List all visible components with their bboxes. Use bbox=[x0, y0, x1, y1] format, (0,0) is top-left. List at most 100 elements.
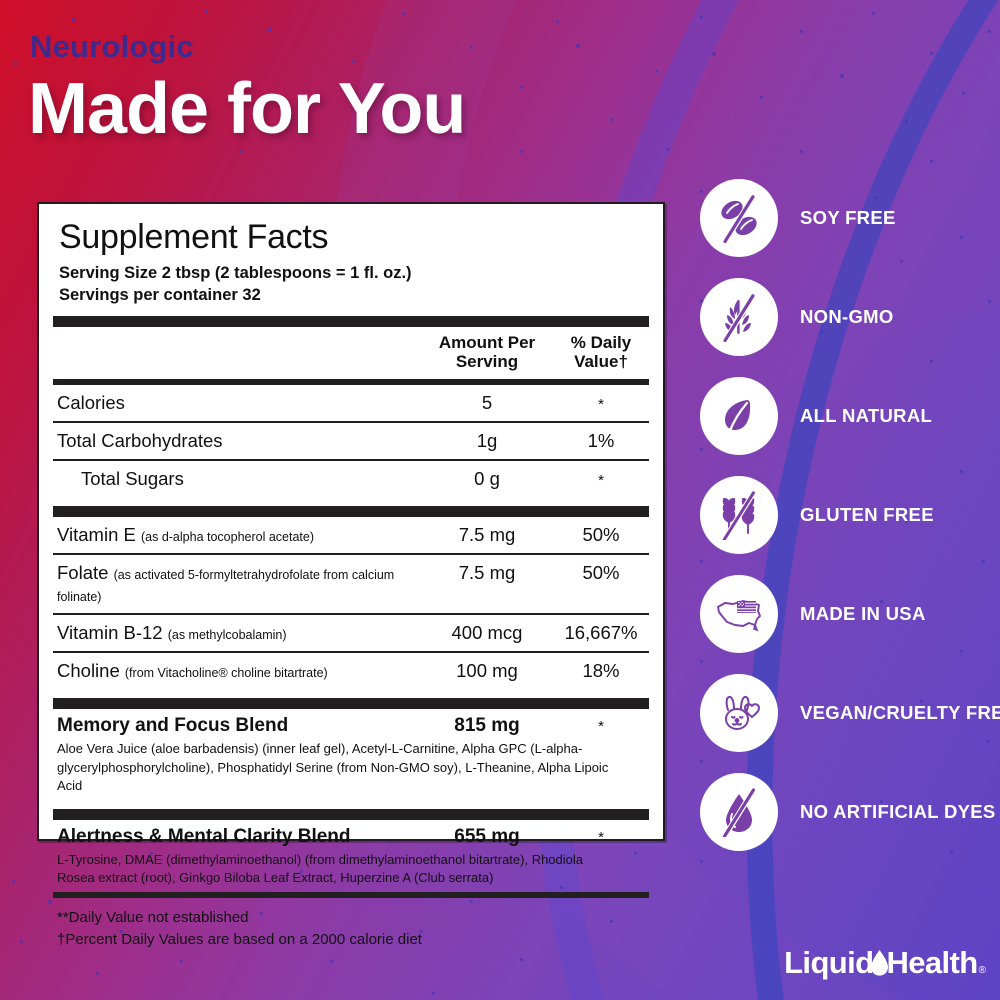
divider-thick-blend bbox=[53, 697, 649, 709]
nutrition-row-daily-value: 1% bbox=[587, 429, 615, 451]
blend-name: Alertness & Mental Clarity Blend bbox=[57, 825, 351, 847]
background-dot bbox=[20, 940, 23, 943]
blend-row: Memory and Focus Blend 815 mg * Aloe Vera J… bbox=[53, 709, 649, 800]
background-dot bbox=[900, 260, 903, 263]
footnote-calorie-diet: †Percent Daily Values are based on a 200… bbox=[57, 930, 422, 948]
background-dot bbox=[982, 560, 985, 563]
divider-mid-1 bbox=[53, 378, 649, 385]
background-dot bbox=[930, 52, 933, 55]
background-dot bbox=[875, 196, 878, 199]
badge-label: NO ARTIFICIAL DYES bbox=[800, 800, 996, 822]
background-dot bbox=[872, 12, 875, 15]
background-dot bbox=[960, 650, 963, 653]
background-dot bbox=[420, 930, 423, 933]
bunny-heart-icon bbox=[700, 673, 778, 752]
blend-ingredients: Aloe Vera Juice (aloe barbadensis) (inne… bbox=[57, 740, 609, 794]
brand-logo: Liquid Health ® bbox=[784, 947, 986, 978]
background-dot bbox=[962, 92, 965, 95]
logo-word-health: Health bbox=[886, 945, 978, 980]
background-dot bbox=[862, 418, 865, 421]
badge-label: NON-GMO bbox=[800, 305, 894, 327]
water-droplet-icon bbox=[870, 950, 889, 981]
nutrient-row-amount: 400 mcg bbox=[451, 621, 523, 643]
background-dot bbox=[118, 44, 121, 47]
background-dot bbox=[820, 330, 823, 333]
background-dot bbox=[72, 18, 76, 22]
badge-item: SOY FREE bbox=[700, 168, 1000, 267]
background-dot bbox=[905, 520, 908, 523]
badge-item: ALL NATURAL bbox=[700, 366, 1000, 465]
background-dot bbox=[920, 700, 923, 703]
nutrition-row-amount: 1g bbox=[476, 429, 498, 451]
nutrient-row-daily-value: 18% bbox=[582, 659, 620, 681]
background-dot bbox=[700, 560, 703, 563]
nutrient-row-amount: 7.5 mg bbox=[458, 523, 516, 545]
nutrition-row-amount: 5 bbox=[481, 391, 493, 413]
header-amount-per-serving: Amount Per Serving bbox=[438, 332, 536, 372]
badge-item: NO ARTIFICIAL DYES bbox=[700, 762, 1000, 861]
footnotes: **Daily Value not established †Percent D… bbox=[53, 898, 649, 951]
logo-word-liquid: Liquid bbox=[784, 945, 874, 980]
nutrient-row-amount: 100 mg bbox=[456, 659, 518, 681]
divider-rule bbox=[53, 612, 649, 615]
badge-item: GLUTEN FREE bbox=[700, 465, 1000, 564]
background-dot bbox=[430, 112, 434, 116]
nutrition-row: Calories 5 * bbox=[53, 385, 649, 421]
nutrition-row-name: Total Carbohydrates bbox=[57, 429, 223, 451]
background-dot bbox=[712, 52, 716, 56]
background-dot bbox=[760, 96, 763, 99]
background-dot bbox=[840, 74, 844, 78]
divider-rule bbox=[53, 420, 649, 423]
background-dot bbox=[905, 120, 908, 123]
gluten-free-icon bbox=[700, 475, 778, 554]
background-dot bbox=[470, 900, 473, 903]
background-dot bbox=[470, 46, 473, 49]
nutrient-row: Vitamin E (as d-alpha tocopherol acetate… bbox=[53, 517, 649, 553]
background-dot bbox=[352, 60, 355, 63]
blend-daily-value: * bbox=[598, 828, 604, 846]
badge-item: VEGAN/CRUELTY FREE bbox=[700, 663, 1000, 762]
background-dot bbox=[205, 10, 208, 13]
background-dot bbox=[556, 20, 559, 23]
usa-map-flag-icon bbox=[700, 574, 778, 653]
nutrient-row-amount: 7.5 mg bbox=[458, 561, 516, 583]
background-dot bbox=[700, 448, 703, 451]
badge-label: VEGAN/CRUELTY FREE bbox=[800, 701, 1000, 723]
background-dot bbox=[655, 70, 658, 73]
badge-label: GLUTEN FREE bbox=[800, 503, 934, 525]
basic-nutrition-rows: Calories 5 * Total Carbohydrates 1g 1% Total S… bbox=[53, 385, 649, 497]
leaf-icon bbox=[700, 376, 778, 455]
background-dot bbox=[520, 86, 523, 89]
background-dot bbox=[988, 300, 991, 303]
background-dot bbox=[700, 16, 703, 19]
non-gmo-icon bbox=[700, 277, 778, 356]
background-dot bbox=[48, 900, 52, 904]
certification-badge-list: SOY FREE NON-GMO ALL NATURAL bbox=[700, 168, 1000, 861]
background-dot bbox=[300, 870, 303, 873]
nutrient-row: Vitamin B-12 (as methylcobalamin) 400 mcg… bbox=[53, 615, 649, 651]
background-dot bbox=[120, 930, 123, 933]
kicker-text: Neurologic bbox=[30, 29, 194, 64]
background-dot bbox=[950, 850, 953, 853]
background-dot bbox=[520, 150, 523, 153]
nutrition-row-daily-value: * bbox=[598, 471, 604, 489]
servings-per-container: Servings per container 32 bbox=[59, 285, 261, 304]
badge-label: SOY FREE bbox=[800, 206, 896, 228]
background-dot bbox=[432, 992, 435, 995]
supplement-facts-title: Supplement Facts bbox=[59, 218, 329, 256]
nutrient-row-name: Folate (as activated 5-formyltetrahydrof… bbox=[57, 561, 395, 604]
background-dot bbox=[240, 150, 243, 153]
nutrient-row-daily-value: 16,667% bbox=[564, 621, 638, 643]
divider-thick-top bbox=[53, 315, 649, 327]
page-title: Made for You bbox=[28, 69, 466, 149]
nutrition-row-amount: 0 g bbox=[474, 467, 500, 489]
background-dot bbox=[960, 470, 963, 473]
badge-label: MADE IN USA bbox=[800, 602, 926, 624]
nutrient-row-source: (as methylcobalamin) bbox=[167, 627, 287, 642]
background-dot bbox=[330, 960, 333, 963]
blend-header: Alertness & Mental Clarity Blend 655 mg * bbox=[53, 826, 649, 848]
blend-name: Memory and Focus Blend bbox=[57, 714, 289, 736]
nutrition-row-name: Total Sugars bbox=[81, 467, 184, 489]
background-dot bbox=[880, 600, 883, 603]
